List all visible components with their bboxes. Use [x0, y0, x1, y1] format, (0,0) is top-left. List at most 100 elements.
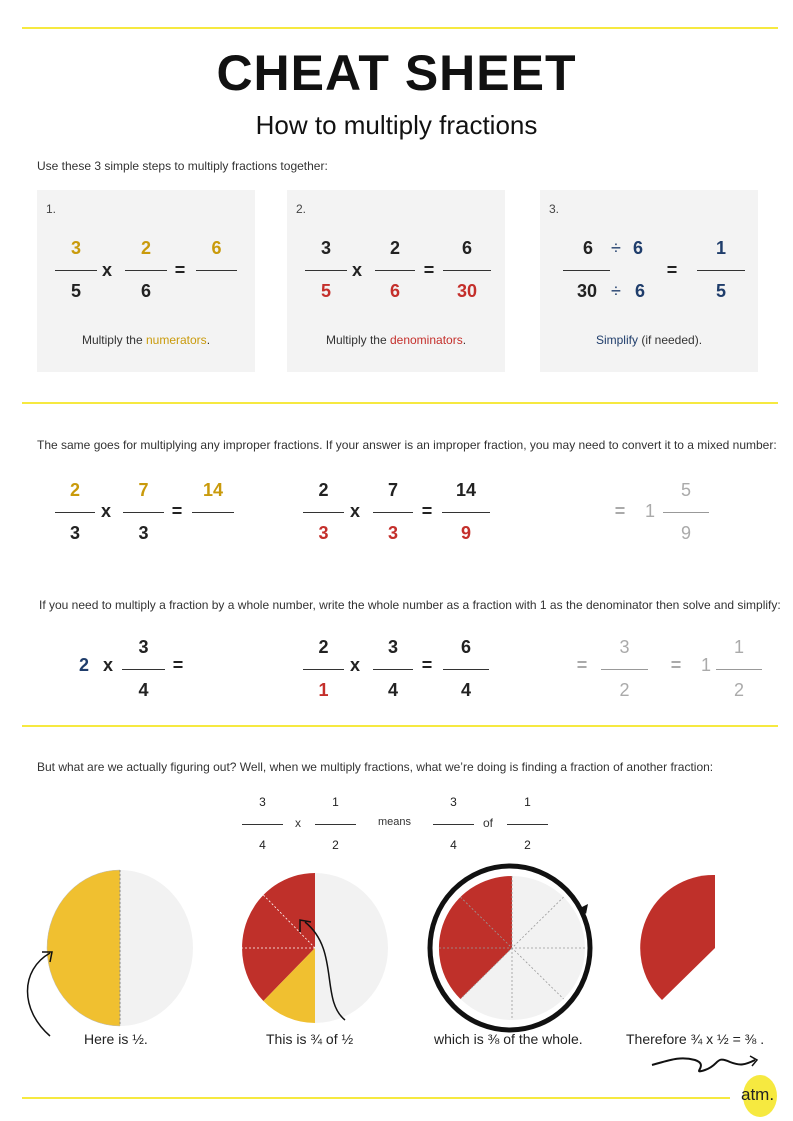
- arrow-icon: [26, 952, 51, 1037]
- whole-number-text: If you need to multiply a fraction by a …: [39, 598, 781, 612]
- equals-sign: =: [421, 655, 433, 675]
- denominator: 2: [619, 680, 630, 700]
- caption-text: (if needed).: [637, 333, 703, 347]
- caption-emphasis: Simplify: [595, 333, 638, 347]
- denominator: 4: [387, 680, 398, 700]
- equals-sign: =: [421, 501, 433, 521]
- denominator: 3: [387, 523, 398, 543]
- pie-caption: which is ⅜ of the whole.: [434, 1031, 583, 1047]
- equals-sign: =: [172, 655, 184, 675]
- numerator: 2: [69, 480, 80, 500]
- pie-diagrams: [26, 863, 759, 1073]
- improper-text: The same goes for multiplying any improp…: [37, 438, 777, 452]
- pie-eighths: [427, 863, 593, 1033]
- arrow-icon: [304, 921, 346, 1021]
- numerator: 2: [389, 238, 400, 258]
- denominator: 6: [140, 281, 151, 301]
- numerator: 3: [70, 238, 81, 258]
- numerator: 1: [733, 637, 744, 657]
- equals-sign: =: [423, 260, 435, 280]
- numerator: 3: [387, 637, 398, 657]
- denominator: 3: [318, 523, 329, 543]
- numerator: 3: [259, 795, 266, 809]
- equals-sign: =: [576, 655, 588, 675]
- pie-caption: Here is ½.: [84, 1031, 148, 1047]
- of-label: of: [483, 816, 494, 830]
- equals-sign: =: [171, 501, 183, 521]
- divider: [22, 1097, 730, 1099]
- numerator: 6: [461, 238, 472, 258]
- divider: [22, 725, 778, 727]
- divisor: 6: [632, 238, 643, 258]
- step-1-card: 1. Multiply the numerators.: [37, 190, 255, 372]
- times-sign: x: [351, 260, 362, 280]
- page-subtitle: How to multiply fractions: [255, 110, 538, 140]
- fraction: 14: [192, 479, 234, 545]
- step-caption: Multiply the numerators.: [37, 333, 255, 347]
- caption-text: Multiply the: [325, 333, 390, 347]
- caption-text: .: [462, 333, 467, 347]
- divide-sign: ÷: [611, 281, 621, 301]
- denominator: 2: [332, 838, 339, 852]
- step-2-card: 2. Multiply the denominators.: [287, 190, 505, 372]
- caption-text: .: [206, 333, 211, 347]
- denominator: 5: [715, 281, 726, 301]
- whole-number: 1: [644, 501, 655, 521]
- denominator: 4: [450, 838, 457, 852]
- denominator: 30: [456, 281, 478, 301]
- times-sign: x: [102, 655, 113, 675]
- numerator: 14: [202, 480, 224, 500]
- fraction: 6: [196, 237, 237, 303]
- numerator: 3: [450, 795, 457, 809]
- squiggle-arrow-icon: [651, 1057, 756, 1073]
- step-3-card: 3. Simplify (if needed).: [540, 190, 758, 372]
- denominator: 4: [460, 680, 471, 700]
- step-number: 1.: [46, 202, 57, 216]
- denominator: 2: [733, 680, 744, 700]
- times-sign: x: [349, 501, 360, 521]
- numerator: 6: [211, 238, 222, 258]
- pie-caption: This is ¾ of ½: [266, 1031, 354, 1047]
- numerator: 7: [138, 480, 149, 500]
- numerator: 3: [619, 637, 630, 657]
- times-sign: x: [101, 260, 112, 280]
- step-number: 2.: [296, 202, 307, 216]
- denominator: 1: [318, 680, 329, 700]
- visual-text: But what are we actually figuring out? W…: [37, 760, 714, 774]
- denominator: 6: [389, 281, 400, 301]
- whole-number: 1: [700, 655, 711, 675]
- denominator: 9: [680, 523, 691, 543]
- fraction: 14 9: [442, 479, 490, 545]
- numerator: 1: [715, 238, 726, 258]
- step-caption: Multiply the denominators.: [287, 333, 505, 347]
- equals-sign: =: [670, 655, 682, 675]
- numerator: 6: [460, 637, 471, 657]
- divider: [22, 402, 778, 404]
- times-sign: x: [100, 501, 111, 521]
- numerator: 6: [582, 238, 593, 258]
- numerator: 2: [140, 238, 151, 258]
- denominator: 4: [259, 838, 266, 852]
- equals-sign: =: [666, 260, 678, 280]
- fraction: 6 30: [443, 237, 491, 303]
- numerator: 3: [138, 637, 149, 657]
- pie-caption: Therefore ¾ x ½ = ⅜ .: [626, 1031, 765, 1047]
- pie-half: [46, 869, 193, 1027]
- equals-sign: =: [614, 501, 626, 521]
